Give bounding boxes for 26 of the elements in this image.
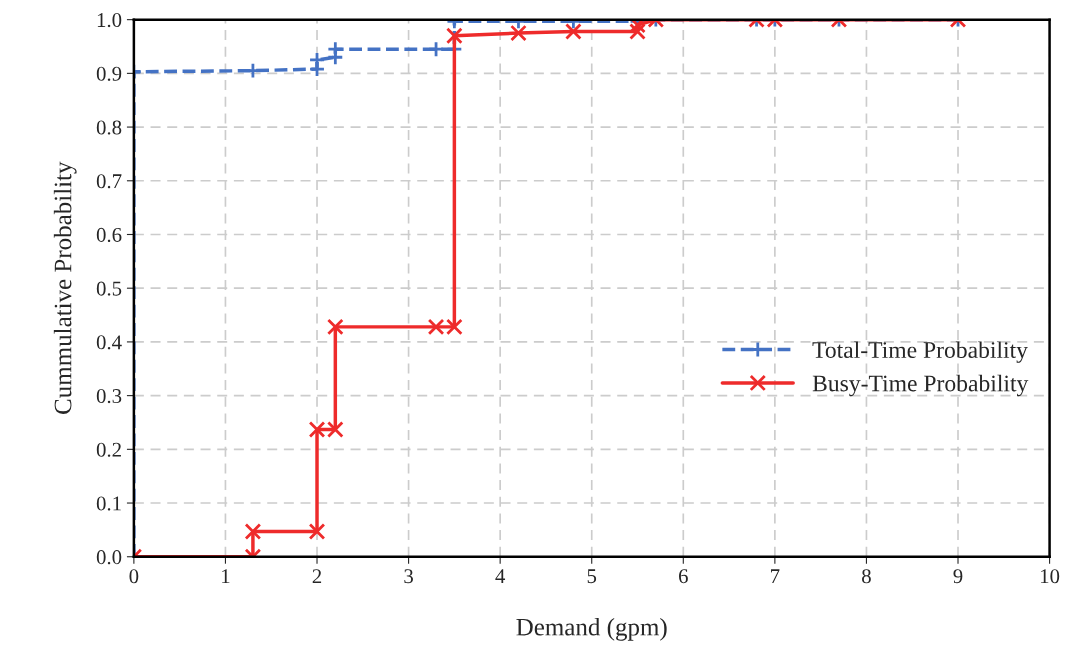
x-tick-label: 3 bbox=[404, 569, 413, 584]
legend-label: Busy-Time Probability bbox=[812, 374, 1029, 397]
y-tick-label: 0.1 bbox=[96, 496, 121, 511]
y-tick-label: 0.9 bbox=[96, 66, 122, 81]
x-tick-label: 4 bbox=[495, 569, 506, 584]
y-tick-label: 0.8 bbox=[96, 120, 122, 135]
y-tick-label: 0.3 bbox=[96, 388, 122, 404]
y-tick-label: 0.0 bbox=[96, 550, 122, 565]
y-tick-label: 0.6 bbox=[96, 227, 122, 243]
y-tick-label: 0.5 bbox=[96, 281, 122, 296]
x-tick-label: 1 bbox=[222, 569, 230, 584]
x-tick-label: 7 bbox=[771, 569, 780, 584]
y-tick-label: 0.7 bbox=[96, 174, 122, 189]
legend-label: Total-Time Probability bbox=[812, 341, 1028, 363]
x-tick-label: 0 bbox=[129, 569, 139, 584]
x-tick-label: 9 bbox=[953, 569, 963, 584]
y-tick-label: 1.0 bbox=[97, 13, 122, 28]
x-axis-title: Demand (gpm) bbox=[516, 618, 667, 641]
y-tick-label: 0.4 bbox=[96, 335, 122, 350]
x-tick-label: 5 bbox=[587, 569, 597, 584]
x-tick-label: 2 bbox=[312, 569, 322, 584]
x-tick-label: 8 bbox=[862, 569, 871, 584]
x-tick-label: 10 bbox=[1041, 569, 1060, 584]
x-tick-label: 6 bbox=[678, 569, 688, 584]
y-axis-title: Cummulative Probability bbox=[53, 161, 77, 414]
y-tick-label: 0.2 bbox=[96, 442, 121, 457]
